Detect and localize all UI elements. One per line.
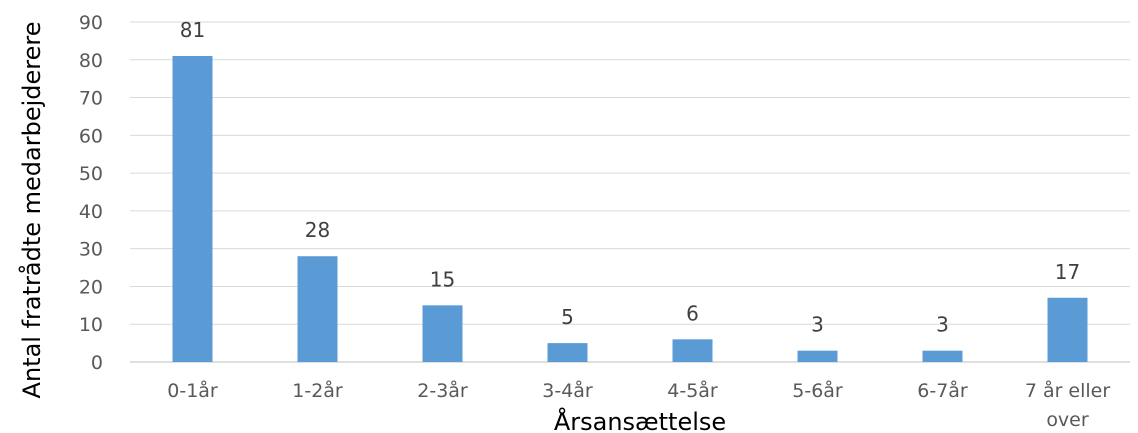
y-tick-label-90: 90 bbox=[79, 12, 103, 34]
data-label-7: 3 bbox=[936, 313, 949, 337]
x-axis-title: Årsansættelse bbox=[554, 407, 726, 433]
bar-3 bbox=[422, 305, 463, 362]
y-tick-label-80: 80 bbox=[79, 50, 103, 72]
bar-6 bbox=[797, 350, 838, 362]
x-tick-label-6: 5-6år bbox=[792, 379, 843, 402]
y-tick-label-60: 60 bbox=[79, 125, 103, 147]
bar-7 bbox=[922, 350, 963, 362]
bars bbox=[172, 56, 1088, 362]
y-tick-label-70: 70 bbox=[79, 88, 103, 110]
x-tick-label-7: 6-7år bbox=[917, 379, 968, 402]
bar-1 bbox=[172, 56, 213, 362]
y-tick-label-40: 40 bbox=[79, 201, 103, 223]
x-tick-label-4: 3-4år bbox=[542, 379, 593, 402]
y-axis-ticks: 0 10 20 30 40 50 60 70 80 90 bbox=[79, 12, 103, 374]
data-label-8: 17 bbox=[1055, 260, 1080, 284]
data-label-6: 3 bbox=[811, 313, 824, 337]
data-label-2: 28 bbox=[305, 218, 330, 242]
y-tick-label-0: 0 bbox=[91, 352, 103, 374]
data-label-5: 6 bbox=[686, 301, 699, 325]
y-tick-label-50: 50 bbox=[79, 163, 103, 185]
bar-5 bbox=[672, 339, 713, 362]
x-tick-label-3: 2-3år bbox=[417, 379, 468, 402]
data-label-3: 15 bbox=[430, 267, 455, 291]
x-tick-label-2: 1-2år bbox=[292, 379, 343, 402]
x-tick-label-1: 0-1år bbox=[167, 379, 218, 402]
x-axis-ticks: 0-1år 1-2år 2-3år 3-4år 4-5år 5-6år 6-7år 7 år … bbox=[167, 379, 1110, 431]
bar-8 bbox=[1047, 297, 1088, 362]
gridlines bbox=[130, 21, 1130, 363]
data-labels: 81 28 15 5 6 3 3 17 bbox=[180, 18, 1080, 337]
y-axis-title: Antal fratrådte medarbejderere bbox=[17, 22, 46, 399]
bar-4 bbox=[547, 343, 588, 362]
y-tick-label-10: 10 bbox=[79, 314, 103, 336]
x-tick-label-8: 7 år eller over bbox=[1025, 379, 1111, 431]
data-label-1: 81 bbox=[180, 18, 205, 42]
x-tick-label-5: 4-5år bbox=[667, 379, 718, 402]
y-tick-label-20: 20 bbox=[79, 276, 103, 298]
bar-2 bbox=[297, 256, 338, 362]
data-label-4: 5 bbox=[561, 305, 574, 329]
y-tick-label-30: 30 bbox=[79, 239, 103, 261]
